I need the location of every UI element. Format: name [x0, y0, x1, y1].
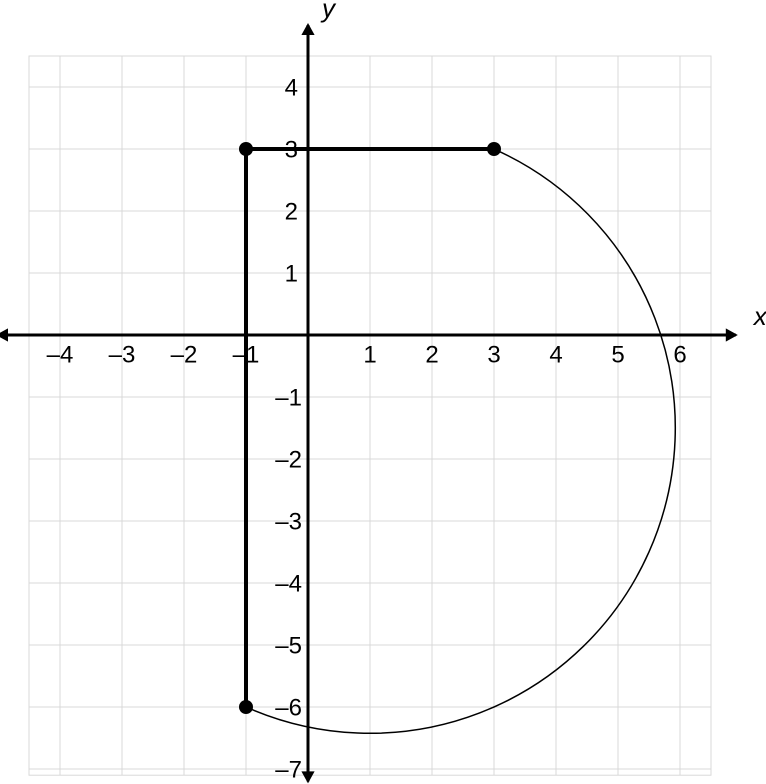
x-axis-label: x	[752, 301, 766, 331]
x-tick-label: 4	[549, 342, 562, 369]
y-tick-label: –1	[275, 384, 302, 411]
x-tick-label: 1	[363, 342, 376, 369]
y-tick-label: –3	[275, 508, 302, 535]
figure-point	[487, 142, 501, 156]
figure-point	[239, 142, 253, 156]
figure-point	[239, 700, 253, 714]
y-tick-label: –5	[275, 632, 302, 659]
coordinate-plane: xy–4–3–2–11234561234–1–2–3–4–5–6–7	[0, 0, 766, 784]
y-tick-label: –2	[275, 446, 302, 473]
x-tick-label: 6	[673, 342, 686, 369]
y-tick-label: –4	[275, 570, 302, 597]
x-tick-label: –2	[171, 342, 198, 369]
y-tick-label: 2	[285, 198, 298, 225]
x-tick-label: 2	[425, 342, 438, 369]
x-tick-label: –4	[47, 342, 74, 369]
chart-background	[0, 0, 766, 784]
x-tick-label: 3	[487, 342, 500, 369]
y-tick-label: –7	[275, 756, 302, 783]
y-tick-label: 4	[285, 74, 298, 101]
y-tick-label: –6	[275, 694, 302, 721]
y-tick-label: 1	[285, 260, 298, 287]
y-axis-label: y	[320, 0, 337, 23]
x-tick-label: 5	[611, 342, 624, 369]
x-tick-label: –3	[109, 342, 136, 369]
